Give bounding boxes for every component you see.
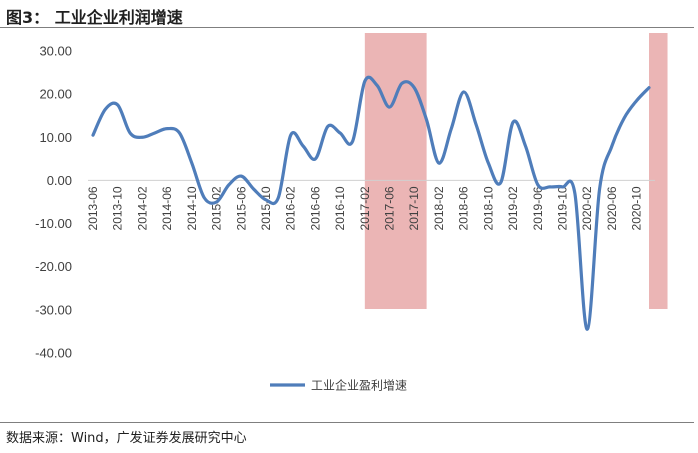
y-tick-label: -10.00 xyxy=(35,216,72,231)
x-tick-label: 2018-06 xyxy=(457,186,471,230)
line-chart: 30.00 20.00 10.00 0.00 -10.00 -20.00 -30.00 -40… xyxy=(35,33,668,393)
x-tick-label: 2018-02 xyxy=(432,186,446,230)
y-tick-label: 20.00 xyxy=(39,87,72,102)
x-tick-label: 2016-10 xyxy=(333,186,347,230)
y-tick-label: 30.00 xyxy=(39,44,72,59)
y-tick-label: -40.00 xyxy=(35,346,72,361)
x-tick-label: 2018-10 xyxy=(481,186,495,230)
x-tick-label: 2014-06 xyxy=(160,186,174,230)
x-tick-label: 2019-02 xyxy=(506,186,520,230)
y-tick-label: -20.00 xyxy=(35,259,72,274)
x-tick-label: 2013-06 xyxy=(86,186,100,230)
x-tick-label: 2019-06 xyxy=(531,186,545,230)
x-tick-label: 2015-06 xyxy=(234,186,248,230)
y-tick-label: -30.00 xyxy=(35,302,72,317)
bottom-divider xyxy=(0,422,694,423)
x-tick-label: 2016-06 xyxy=(308,186,322,230)
x-tick-label: 2017-06 xyxy=(383,186,397,230)
source-note: 数据来源：Wind，广发证券发展研究中心 xyxy=(6,431,247,446)
x-tick-label: 2017-10 xyxy=(407,186,421,230)
top-divider xyxy=(0,27,694,28)
x-tick-label: 2014-10 xyxy=(185,186,199,230)
x-tick-label: 2020-06 xyxy=(605,186,619,230)
legend-label: 工业企业盈利增速 xyxy=(311,378,407,393)
x-tick-label: 2013-10 xyxy=(111,186,125,230)
x-tick-label: 2015-10 xyxy=(259,186,273,230)
y-tick-label: 0.00 xyxy=(47,173,72,188)
x-tick-label: 2020-02 xyxy=(580,186,594,230)
x-tick-label: 2017-02 xyxy=(358,186,372,230)
y-tick-label: 10.00 xyxy=(39,130,72,145)
figure-title: 图3： 工业企业利润增速 xyxy=(6,8,183,27)
series-line xyxy=(91,75,651,331)
x-tick-label: 2014-02 xyxy=(135,186,149,230)
highlight-band xyxy=(364,33,427,309)
x-tick-label: 2015-02 xyxy=(210,186,224,230)
x-tick-label: 2019-10 xyxy=(556,186,570,230)
highlight-band xyxy=(649,33,668,309)
x-tick-label: 2020-10 xyxy=(630,186,644,230)
x-tick-label: 2016-02 xyxy=(284,186,298,230)
